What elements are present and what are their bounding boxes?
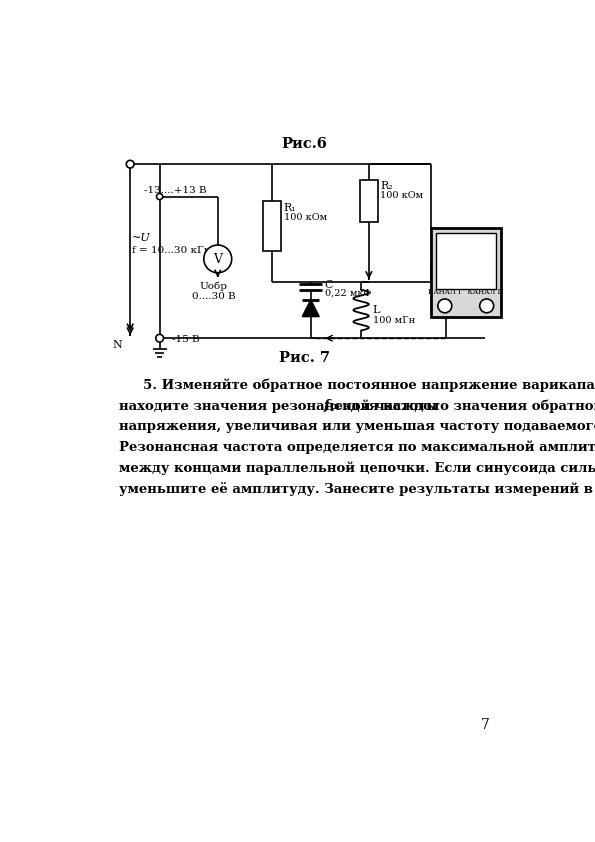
Bar — [263, 201, 281, 251]
Circle shape — [126, 160, 134, 168]
Text: напряжения, увеличивая или уменьшая частоту подаваемого напряжения.: напряжения, увеличивая или уменьшая част… — [120, 420, 595, 433]
Text: 100 мГн: 100 мГн — [372, 316, 415, 325]
Text: L: L — [372, 305, 380, 315]
Text: Рис. 7: Рис. 7 — [279, 351, 330, 365]
Text: -13....+13 В: -13....+13 В — [144, 186, 206, 195]
Text: находите значения резонансной частоты: находите значения резонансной частоты — [120, 399, 453, 413]
Text: между концами параллельной цепочки. Если синусоида сильно искажена, то: между концами параллельной цепочки. Если… — [120, 461, 595, 475]
Polygon shape — [302, 300, 320, 317]
Text: Uобр: Uобр — [200, 282, 228, 291]
Text: 0,22 мкФ: 0,22 мкФ — [325, 289, 371, 298]
Text: ~U: ~U — [131, 233, 151, 243]
Bar — [359, 179, 378, 222]
Bar — [436, 232, 496, 289]
Text: рез: рез — [330, 402, 350, 411]
Circle shape — [156, 194, 162, 200]
Text: Резонансная частота определяется по максимальной амплитуде напряжения: Резонансная частота определяется по макс… — [120, 440, 595, 454]
Text: -15 В: -15 В — [172, 335, 200, 344]
Circle shape — [156, 334, 164, 342]
Text: 5. Изменяйте обратное постоянное напряжение варикапа согласно табл.1 и: 5. Изменяйте обратное постоянное напряже… — [143, 378, 595, 392]
Text: для каждого значения обратного: для каждого значения обратного — [346, 399, 595, 413]
Text: 100 кОм: 100 кОм — [284, 213, 327, 221]
Text: V: V — [213, 253, 223, 266]
Circle shape — [204, 245, 231, 273]
Circle shape — [438, 299, 452, 312]
Text: C: C — [325, 280, 333, 290]
Text: f: f — [324, 399, 330, 412]
Text: Рис.6: Рис.6 — [281, 137, 327, 152]
Text: 0....30 В: 0....30 В — [192, 292, 236, 301]
Bar — [431, 228, 500, 317]
Text: f = 10...30 кГц: f = 10...30 кГц — [131, 245, 210, 254]
Text: КАНАЛ I   КАНАЛ II: КАНАЛ I КАНАЛ II — [428, 288, 503, 296]
Text: 7: 7 — [481, 718, 490, 733]
Circle shape — [480, 299, 494, 312]
Text: N: N — [112, 339, 123, 349]
Text: 100 кОм: 100 кОм — [380, 191, 424, 200]
Text: R₂: R₂ — [380, 181, 393, 191]
Text: R₁: R₁ — [284, 203, 296, 213]
Text: уменьшите её амплитуду. Занесите результаты измерений в табл. 1.: уменьшите её амплитуду. Занесите результ… — [120, 482, 595, 496]
